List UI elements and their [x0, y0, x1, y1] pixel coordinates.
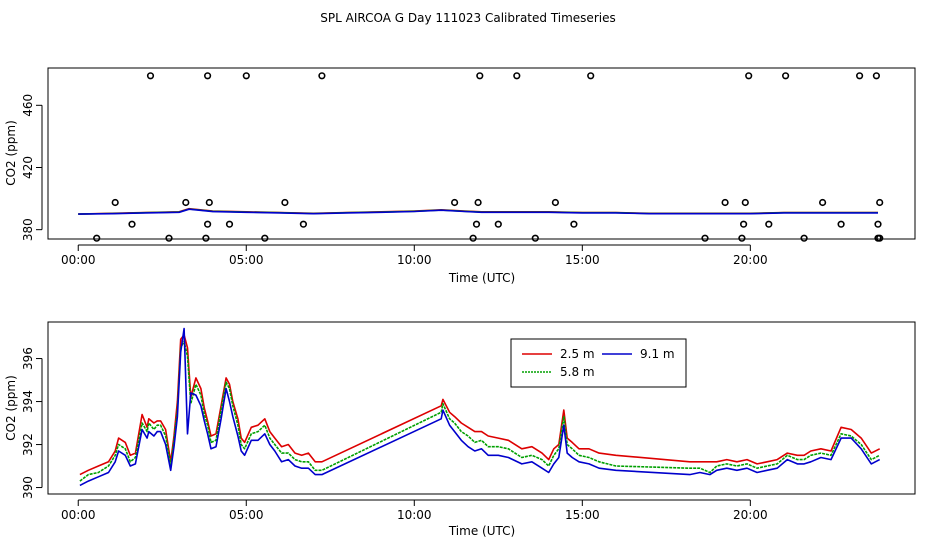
bottom-series-line-2-5-m: [79, 334, 881, 476]
top-series-line-9-1-m: [78, 208, 878, 215]
top-scatter-point: [128, 220, 136, 228]
top-y-axis-label: CO2 (ppm): [4, 120, 18, 186]
bottom-x-tick-label: 20:00: [733, 508, 768, 522]
top-scatter-point: [701, 234, 709, 242]
bottom-y-axis-label: CO2 (ppm): [4, 375, 18, 441]
top-scatter-point: [225, 220, 234, 228]
bottom-y-tick-label: 390: [21, 476, 35, 499]
top-scatter-point: [855, 72, 864, 80]
bottom-x-axis: 00:00 05:00 10:00 15:00 20:00: [61, 499, 768, 522]
top-scatter-point: [765, 220, 773, 228]
top-points-layer: [93, 72, 884, 242]
top-y-tick-label: 420: [21, 156, 35, 179]
top-scatter-point: [474, 198, 482, 207]
figure-title: SPL AIRCOA G Day 111023 Calibrated Times…: [320, 11, 615, 25]
top-y-tick-label: 380: [21, 218, 35, 241]
top-scatter-point: [146, 72, 155, 80]
top-scatter-point: [204, 220, 212, 228]
top-scatter-point: [837, 220, 845, 228]
top-scatter-point: [587, 72, 595, 80]
top-scatter-point: [299, 220, 308, 228]
top-scatter-point: [182, 198, 190, 207]
top-scatter-point: [318, 72, 326, 80]
bottom-x-tick-label: 00:00: [61, 508, 96, 522]
top-x-tick-label: 20:00: [733, 253, 768, 267]
bottom-series-line-5-8-m: [79, 340, 881, 482]
top-x-tick-label: 10:00: [397, 253, 432, 267]
top-x-axis: 00:00 05:00 10:00 15:00 20:00: [61, 244, 768, 267]
top-scatter-point: [476, 72, 484, 80]
top-scatter-point: [111, 198, 119, 207]
bottom-x-axis-label: Time (UTC): [448, 524, 515, 538]
bottom-series-layer: [79, 327, 881, 487]
bottom-y-tick-label: 394: [21, 390, 35, 413]
bottom-y-axis: 390 392 394 396: [21, 347, 43, 499]
legend-label-2-5m: 2.5 m: [560, 347, 595, 361]
top-scatter-point: [469, 234, 477, 242]
top-plot-frame: [47, 67, 916, 240]
top-scatter-point: [876, 234, 884, 242]
legend-label-9-1m: 9.1 m: [640, 347, 675, 361]
top-scatter-point: [531, 234, 539, 242]
legend: 2.5 m 9.1 m 5.8 m: [510, 338, 687, 388]
top-scatter-point: [874, 220, 882, 228]
top-scatter-point: [205, 198, 213, 207]
top-scatter-panel: 00:00 05:00 10:00 15:00 20:00 380 420 460 Time…: [4, 67, 916, 285]
top-scatter-point: [872, 72, 881, 80]
top-scatter-point: [494, 220, 502, 228]
top-scatter-point: [261, 234, 269, 242]
bottom-y-tick-label: 392: [21, 433, 35, 456]
legend-label-5-8m: 5.8 m: [560, 365, 595, 379]
top-scatter-point: [451, 198, 459, 207]
top-x-tick-label: 00:00: [61, 253, 96, 267]
bottom-line-panel: 00:00 05:00 10:00 15:00 20:00 390 392 394 396 T…: [4, 321, 916, 538]
top-scatter-point: [93, 234, 101, 242]
top-scatter-point: [800, 234, 808, 242]
top-scatter-point: [513, 72, 521, 80]
top-scatter-point: [739, 220, 748, 228]
bottom-x-tick-label: 05:00: [229, 508, 264, 522]
top-x-tick-label: 15:00: [565, 253, 600, 267]
bottom-plot-frame: [47, 321, 916, 495]
top-series-layer: [78, 207, 878, 215]
top-scatter-point: [781, 72, 790, 80]
top-scatter-point: [876, 198, 884, 207]
top-scatter-point: [202, 234, 210, 242]
top-scatter-point: [818, 198, 827, 207]
bottom-series-line-9-1-m: [79, 327, 881, 487]
bottom-y-tick-label: 396: [21, 347, 35, 370]
bottom-x-tick-label: 15:00: [565, 508, 600, 522]
top-scatter-point: [738, 234, 746, 242]
top-scatter-point: [745, 72, 753, 80]
bottom-x-tick-label: 10:00: [397, 508, 432, 522]
top-scatter-point: [570, 220, 578, 228]
top-scatter-point: [204, 72, 212, 80]
top-scatter-point: [721, 198, 729, 207]
top-x-axis-label: Time (UTC): [448, 271, 515, 285]
top-scatter-point: [472, 220, 481, 228]
top-y-axis: 380 420 460: [21, 94, 43, 241]
top-scatter-point: [551, 198, 560, 207]
top-x-tick-label: 05:00: [229, 253, 264, 267]
top-scatter-point: [242, 72, 250, 80]
top-scatter-point: [165, 234, 173, 242]
top-scatter-point: [281, 198, 289, 207]
legend-box: [510, 338, 687, 388]
top-scatter-point: [741, 198, 749, 207]
top-y-tick-label: 460: [21, 94, 35, 117]
